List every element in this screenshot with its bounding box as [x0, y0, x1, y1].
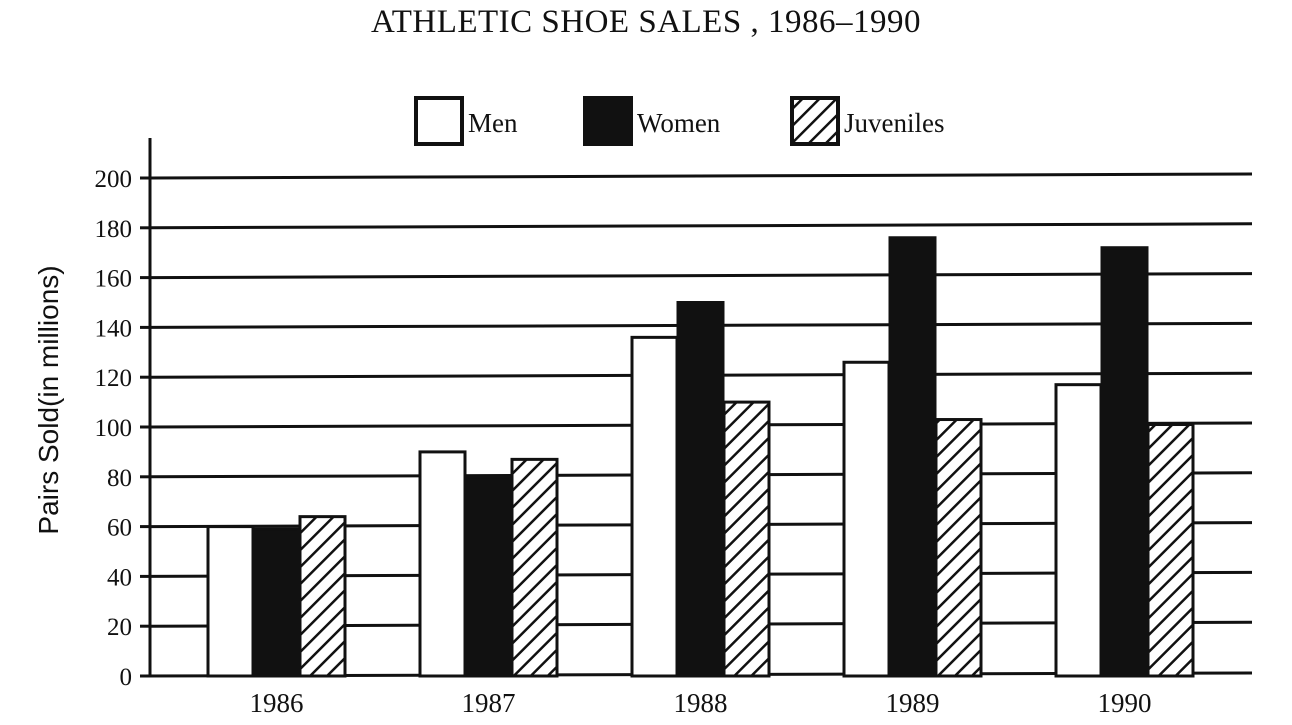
gridline: [149, 272, 1253, 280]
bar-juveniles-1989: [934, 418, 983, 678]
legend-swatch-juveniles: [790, 96, 840, 146]
bar-men-1986: [206, 525, 255, 678]
x-tick-label: 1988: [674, 688, 728, 718]
gridline: [149, 172, 1253, 180]
legend: Men Women Juveniles: [414, 96, 945, 146]
bar-men-1990: [1054, 383, 1103, 678]
x-tick-label: 1987: [462, 688, 516, 718]
legend-label-men: Men: [468, 108, 518, 138]
y-tick-label: 100: [95, 415, 133, 442]
bar-men-1988: [630, 335, 679, 678]
chart-title: ATHLETIC SHOE SALES , 1986–1990: [371, 4, 921, 40]
y-tick-label: 200: [95, 166, 133, 193]
bar-juveniles-1987: [510, 457, 559, 678]
x-category-labels: 1986 1987 1988 1989 1990: [250, 688, 1152, 718]
y-tick-label: 160: [95, 266, 133, 293]
gridline: [149, 222, 1253, 230]
bar-women-1989: [888, 236, 937, 678]
y-tick-label: 80: [107, 465, 132, 492]
bar-juveniles-1988: [722, 400, 771, 678]
x-tick-label: 1990: [1098, 688, 1152, 718]
x-tick-label: 1989: [886, 688, 940, 718]
y-tick-label: 0: [120, 664, 133, 691]
bar-women-1990: [1100, 246, 1149, 678]
y-tick-label: 60: [107, 515, 132, 542]
y-tick-label: 40: [107, 564, 132, 591]
bar-women-1988: [676, 301, 725, 678]
legend-swatch-men: [414, 96, 464, 146]
legend-label-juveniles: Juveniles: [844, 108, 945, 138]
y-tick-labels: 0 20 40 60 80 100 120 140 160 180 200: [95, 166, 133, 691]
y-tick-label: 20: [107, 614, 132, 641]
y-tick-label: 120: [95, 365, 133, 392]
bar-women-1986: [252, 527, 301, 678]
legend-swatch-women: [583, 96, 633, 146]
y-tick-label: 180: [95, 216, 133, 243]
y-axis-label: Pairs Sold(in millions): [33, 265, 64, 534]
bar-women-1987: [464, 475, 513, 678]
bar-juveniles-1990: [1146, 423, 1195, 678]
bar-men-1987: [418, 450, 467, 678]
bars: [206, 236, 1195, 678]
legend-label-women: Women: [637, 108, 721, 138]
y-tick-label: 140: [95, 315, 133, 342]
x-tick-label: 1986: [250, 688, 304, 718]
bar-men-1989: [842, 360, 891, 678]
bar-juveniles-1986: [298, 515, 347, 678]
